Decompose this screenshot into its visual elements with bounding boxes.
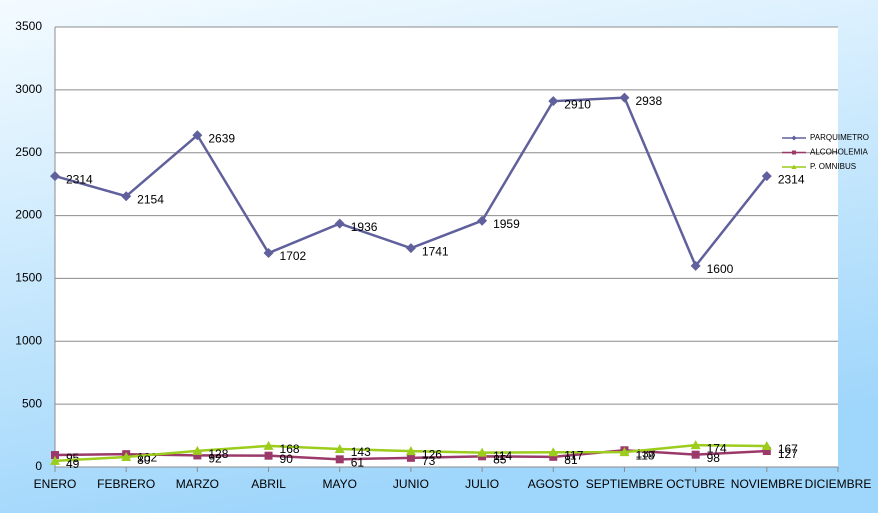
data-label: 114 bbox=[493, 449, 512, 463]
data-label: 1600 bbox=[707, 262, 734, 276]
marker bbox=[690, 440, 701, 450]
x-tick-label: DICIEMBRE bbox=[805, 477, 872, 491]
data-label: 73 bbox=[422, 454, 436, 468]
y-tick-label: 2000 bbox=[15, 208, 42, 222]
marker bbox=[264, 451, 273, 460]
y-tick-label: 0 bbox=[35, 459, 42, 473]
data-label: 90 bbox=[280, 452, 294, 466]
marker bbox=[691, 450, 700, 459]
data-label: 98 bbox=[707, 451, 721, 465]
x-tick-label: FEBRERO bbox=[97, 477, 155, 491]
data-label: 80 bbox=[137, 453, 151, 467]
marker bbox=[762, 447, 771, 456]
data-label: 81 bbox=[564, 453, 578, 467]
marker bbox=[121, 451, 132, 461]
data-label: 2314 bbox=[778, 172, 805, 186]
marker bbox=[192, 130, 203, 141]
marker bbox=[50, 455, 60, 465]
marker bbox=[619, 92, 630, 103]
marker bbox=[334, 218, 345, 229]
y-tick-label: 1500 bbox=[15, 271, 42, 285]
data-label: 1936 bbox=[351, 220, 378, 234]
y-tick-label: 500 bbox=[22, 396, 42, 410]
data-label: 2639 bbox=[208, 131, 235, 145]
marker bbox=[549, 452, 558, 461]
data-label: 127 bbox=[778, 447, 798, 461]
plot-area bbox=[55, 27, 838, 467]
marker bbox=[477, 447, 488, 457]
marker bbox=[263, 440, 274, 450]
y-tick-label: 2500 bbox=[15, 145, 42, 159]
marker bbox=[335, 455, 344, 464]
marker bbox=[121, 191, 132, 202]
y-tick-label: 3000 bbox=[15, 82, 42, 96]
marker bbox=[50, 171, 60, 182]
data-label: 2314 bbox=[66, 172, 93, 186]
legend-label: ALCOHOLEMIA bbox=[810, 148, 868, 157]
marker bbox=[792, 150, 796, 155]
data-label: 92 bbox=[208, 452, 222, 466]
marker bbox=[791, 164, 797, 169]
x-tick-label: SEPTIEMBRE bbox=[586, 477, 663, 491]
data-label: 1959 bbox=[493, 217, 520, 231]
marker bbox=[406, 453, 415, 462]
legend-label: PARQUIMETRO bbox=[810, 133, 869, 142]
data-label: 85 bbox=[493, 452, 507, 466]
data-label: 167 bbox=[778, 442, 798, 456]
marker bbox=[690, 260, 701, 271]
legend-label: P. OMNIBUS bbox=[810, 162, 856, 171]
marker bbox=[51, 451, 59, 460]
data-label: 61 bbox=[351, 456, 365, 470]
x-tick-label: MAYO bbox=[323, 477, 357, 491]
marker bbox=[761, 441, 772, 451]
data-label: 1702 bbox=[280, 249, 307, 263]
data-label: 143 bbox=[351, 445, 371, 459]
x-tick-label: JUNIO bbox=[393, 477, 429, 491]
x-tick-label: MARZO bbox=[176, 477, 219, 491]
data-label: 174 bbox=[707, 441, 727, 455]
marker bbox=[405, 446, 416, 456]
data-label: 126 bbox=[422, 447, 442, 461]
x-tick-label: OCTUBRE bbox=[666, 477, 725, 491]
data-label: 118 bbox=[635, 448, 654, 462]
marker bbox=[193, 451, 202, 460]
marker bbox=[263, 248, 274, 259]
data-label: 2154 bbox=[137, 192, 164, 206]
data-label: 2938 bbox=[635, 94, 662, 108]
y-tick-label: 3500 bbox=[15, 19, 42, 33]
data-label: 128 bbox=[208, 447, 228, 461]
data-label: 49 bbox=[66, 457, 80, 471]
marker bbox=[548, 96, 559, 107]
x-tick-label: AGOSTO bbox=[528, 477, 579, 491]
x-tick-label: ABRIL bbox=[251, 477, 286, 491]
y-tick-label: 1000 bbox=[15, 333, 42, 347]
marker bbox=[619, 447, 630, 457]
data-label: 1741 bbox=[422, 244, 449, 258]
marker bbox=[192, 445, 203, 455]
marker bbox=[761, 171, 772, 182]
marker bbox=[791, 135, 797, 141]
data-label: 2910 bbox=[564, 97, 591, 111]
marker bbox=[477, 215, 488, 226]
x-tick-label: ENERO bbox=[34, 477, 77, 491]
x-tick-label: JULIO bbox=[465, 477, 499, 491]
marker bbox=[405, 243, 416, 254]
x-tick-label: NOVIEMBRE bbox=[731, 477, 803, 491]
data-label: 168 bbox=[280, 442, 300, 456]
marker bbox=[548, 447, 559, 457]
marker bbox=[334, 444, 345, 454]
data-label: 117 bbox=[564, 448, 583, 462]
data-label: 95 bbox=[66, 451, 80, 465]
